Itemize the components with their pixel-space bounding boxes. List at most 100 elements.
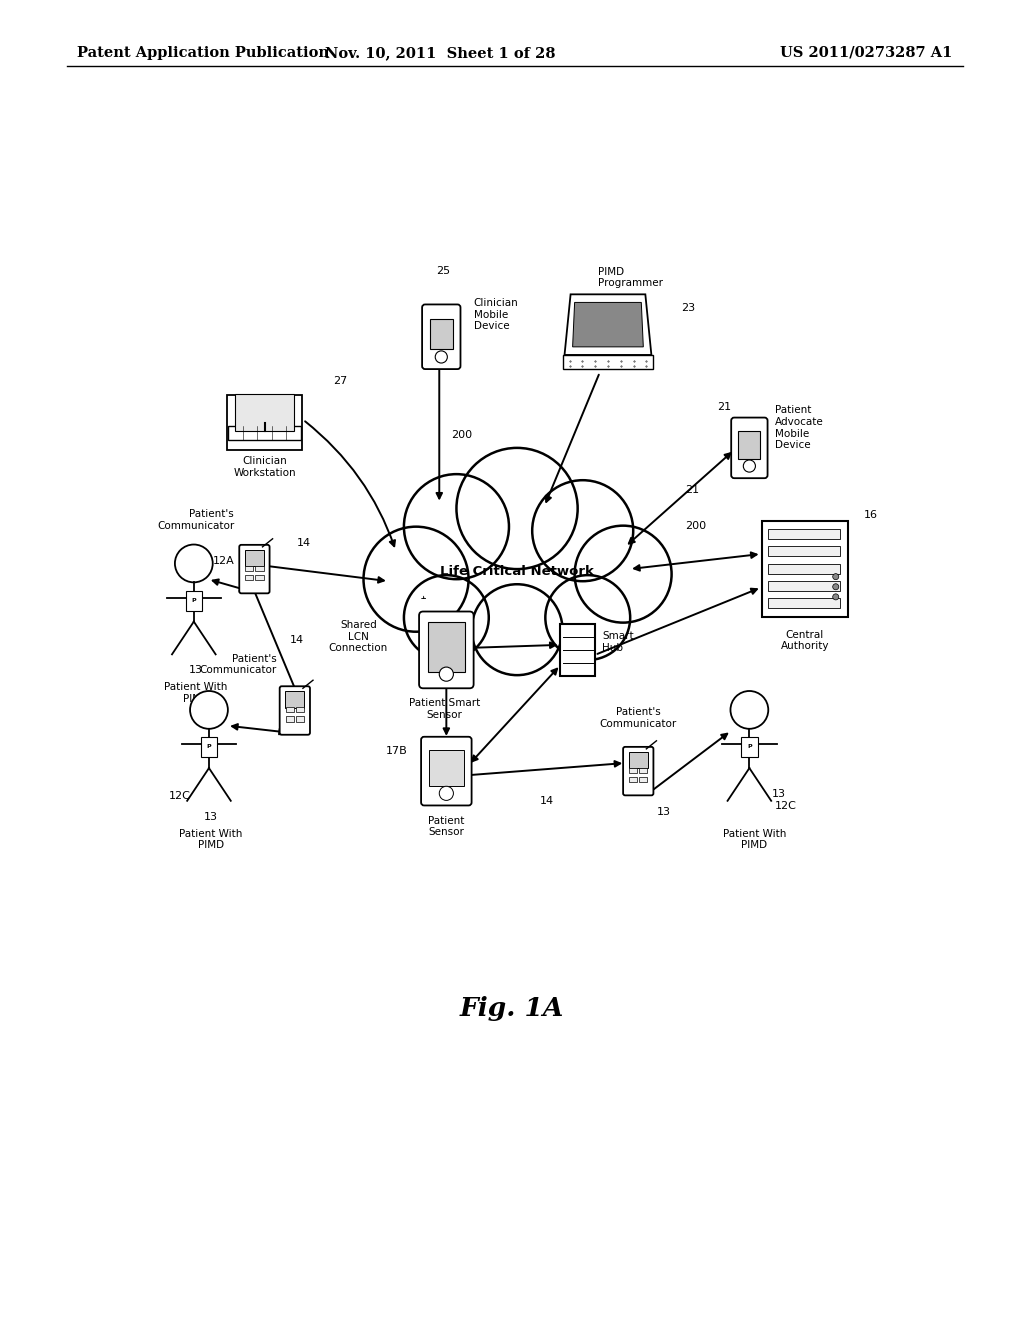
FancyBboxPatch shape	[228, 425, 301, 440]
Text: 12C: 12C	[774, 801, 797, 812]
FancyBboxPatch shape	[624, 747, 653, 796]
Text: Nov. 10, 2011  Sheet 1 of 28: Nov. 10, 2011 Sheet 1 of 28	[325, 46, 556, 59]
Text: 12C: 12C	[169, 792, 190, 801]
Text: Patient
Advocate
Mobile
Device: Patient Advocate Mobile Device	[774, 405, 823, 450]
Circle shape	[403, 576, 488, 660]
FancyBboxPatch shape	[430, 318, 453, 348]
Text: Patient Smart
Sensor: Patient Smart Sensor	[409, 698, 480, 719]
Circle shape	[833, 583, 839, 590]
FancyBboxPatch shape	[731, 417, 768, 478]
Text: Life Critical Network: Life Critical Network	[440, 565, 594, 578]
Text: Patient's
Communicator: Patient's Communicator	[600, 708, 677, 729]
FancyBboxPatch shape	[768, 564, 840, 574]
Text: Patient's
Communicator: Patient's Communicator	[157, 510, 234, 531]
FancyBboxPatch shape	[421, 737, 472, 805]
Text: Clinician
Workstation: Clinician Workstation	[233, 455, 296, 478]
Text: Clinician
Mobile
Device: Clinician Mobile Device	[474, 298, 518, 331]
Text: 19: 19	[584, 599, 598, 610]
FancyBboxPatch shape	[629, 777, 637, 783]
Text: 13: 13	[772, 789, 785, 800]
FancyBboxPatch shape	[286, 717, 294, 722]
Text: Patient With
PIMD: Patient With PIMD	[723, 829, 786, 850]
Text: 13: 13	[204, 812, 218, 821]
Text: 17A: 17A	[421, 577, 442, 587]
Circle shape	[833, 574, 839, 579]
FancyBboxPatch shape	[639, 768, 647, 774]
FancyBboxPatch shape	[255, 566, 263, 572]
FancyBboxPatch shape	[245, 549, 264, 566]
Text: 14: 14	[290, 635, 304, 644]
Text: Patent Application Publication: Patent Application Publication	[77, 46, 329, 59]
Text: 200: 200	[685, 520, 706, 531]
Text: 14: 14	[297, 537, 311, 548]
FancyBboxPatch shape	[741, 737, 758, 758]
FancyBboxPatch shape	[762, 521, 848, 616]
Ellipse shape	[409, 520, 631, 622]
Circle shape	[532, 480, 633, 581]
FancyBboxPatch shape	[560, 623, 595, 676]
FancyBboxPatch shape	[768, 529, 840, 540]
Text: PIMD
Programmer: PIMD Programmer	[598, 267, 663, 288]
Text: Patient With
PIMD: Patient With PIMD	[164, 682, 227, 704]
FancyBboxPatch shape	[768, 598, 840, 609]
Text: P: P	[748, 744, 752, 750]
Circle shape	[472, 585, 562, 675]
Text: Patient
Sensor: Patient Sensor	[428, 816, 465, 837]
FancyBboxPatch shape	[255, 576, 263, 579]
Text: Fig. 1A: Fig. 1A	[460, 997, 564, 1020]
Text: P: P	[207, 744, 211, 750]
Text: Smart
Hub: Smart Hub	[602, 631, 634, 652]
Text: 13: 13	[188, 665, 203, 675]
Circle shape	[457, 447, 578, 569]
FancyBboxPatch shape	[201, 737, 217, 758]
Text: 21: 21	[685, 486, 698, 495]
FancyBboxPatch shape	[639, 777, 647, 783]
Circle shape	[743, 459, 756, 473]
Circle shape	[730, 690, 768, 729]
Text: 21: 21	[717, 403, 731, 412]
FancyBboxPatch shape	[280, 686, 310, 735]
FancyBboxPatch shape	[419, 611, 474, 688]
FancyBboxPatch shape	[428, 623, 465, 672]
Text: US 2011/0273287 A1: US 2011/0273287 A1	[780, 46, 952, 59]
Text: Shared
LCN
Connection: Shared LCN Connection	[329, 620, 388, 653]
Text: 17A: 17A	[420, 591, 441, 602]
Text: 12A: 12A	[212, 556, 234, 566]
FancyBboxPatch shape	[240, 545, 269, 593]
Text: Central
Authority: Central Authority	[780, 630, 829, 651]
Circle shape	[364, 527, 469, 632]
FancyBboxPatch shape	[629, 768, 637, 774]
FancyBboxPatch shape	[286, 690, 304, 708]
FancyBboxPatch shape	[768, 546, 840, 557]
FancyBboxPatch shape	[296, 717, 304, 722]
Text: P: P	[191, 598, 197, 603]
Text: 17B: 17B	[386, 746, 408, 756]
FancyBboxPatch shape	[296, 708, 304, 713]
FancyBboxPatch shape	[422, 305, 461, 370]
FancyBboxPatch shape	[562, 355, 653, 370]
FancyBboxPatch shape	[246, 566, 253, 572]
Circle shape	[833, 594, 839, 599]
FancyBboxPatch shape	[286, 708, 294, 713]
Circle shape	[546, 576, 630, 660]
Circle shape	[574, 525, 672, 623]
FancyBboxPatch shape	[429, 750, 464, 787]
FancyBboxPatch shape	[185, 591, 202, 611]
FancyBboxPatch shape	[246, 576, 253, 579]
FancyBboxPatch shape	[226, 395, 302, 450]
Circle shape	[403, 474, 509, 579]
FancyBboxPatch shape	[234, 393, 294, 432]
FancyBboxPatch shape	[629, 751, 648, 768]
FancyBboxPatch shape	[768, 581, 840, 591]
Text: Patient With
PIMD: Patient With PIMD	[179, 829, 243, 850]
Text: 27: 27	[333, 376, 347, 387]
Circle shape	[190, 690, 228, 729]
Polygon shape	[572, 302, 643, 347]
Circle shape	[439, 667, 454, 681]
FancyBboxPatch shape	[738, 430, 760, 459]
Text: 16: 16	[863, 510, 878, 520]
Polygon shape	[564, 294, 651, 355]
Circle shape	[175, 545, 213, 582]
Text: Patient's
Communicator: Patient's Communicator	[200, 653, 276, 675]
Circle shape	[435, 351, 447, 363]
